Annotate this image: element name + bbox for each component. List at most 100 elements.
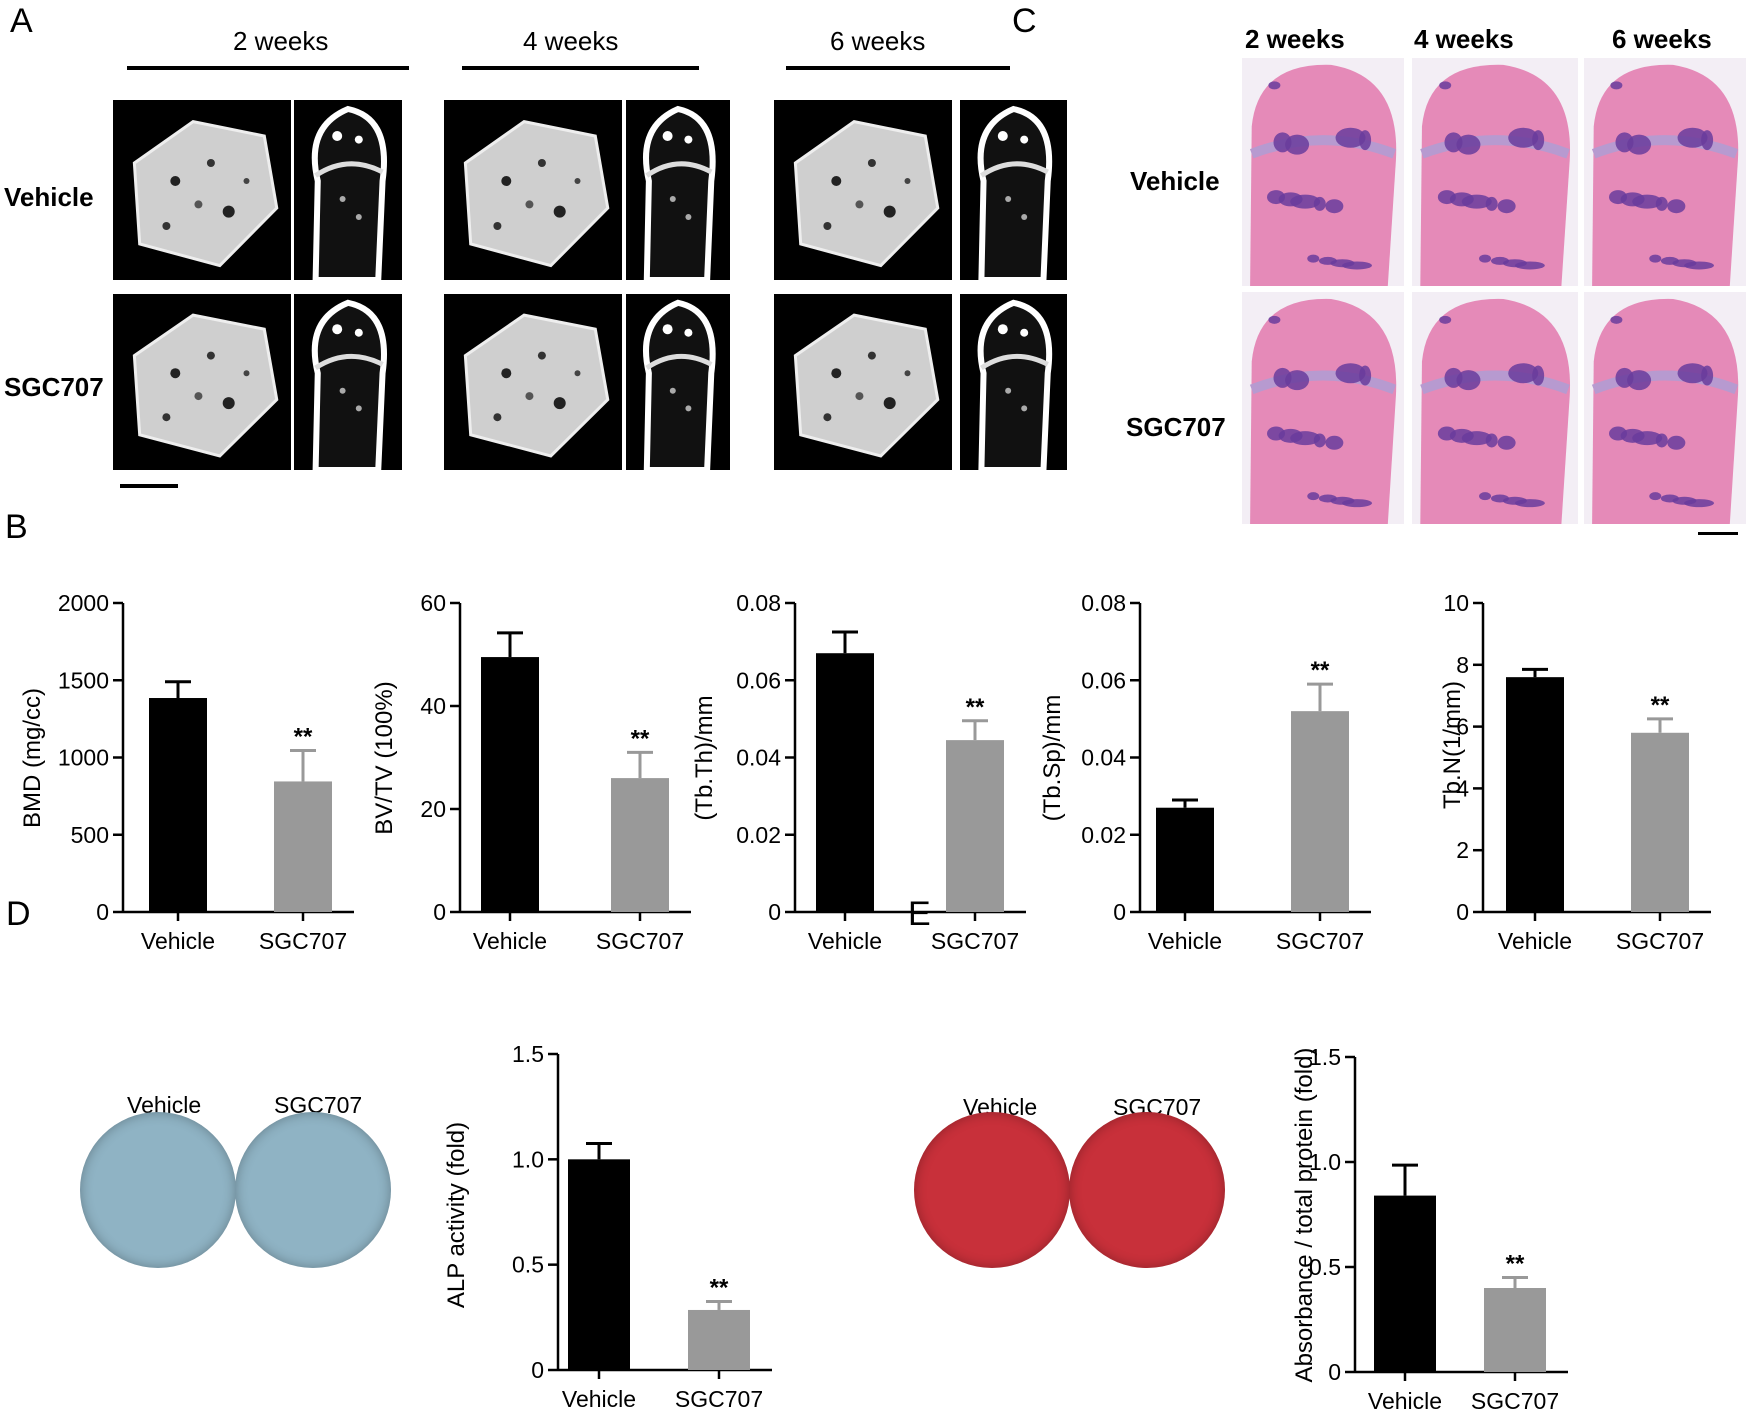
panel-a-group-line-4w (462, 66, 699, 70)
significance-marker: ** (1311, 657, 1330, 684)
he-stain-image (1584, 58, 1746, 286)
panel-c-row-vehicle: Vehicle (1130, 166, 1220, 196)
y-tick-label: 0.04 (1081, 745, 1126, 771)
micro-ct-image (444, 294, 622, 470)
y-tick-label: 0.06 (1081, 667, 1126, 693)
category-label: Vehicle (1148, 928, 1222, 954)
micro-ct-image (960, 294, 1067, 470)
he-stain-image (1412, 292, 1578, 524)
y-tick-label: 60 (420, 590, 446, 616)
panel-letter-d: D (6, 895, 31, 933)
he-stain-image (1584, 292, 1746, 524)
significance-marker: ** (294, 724, 313, 751)
category-label: Vehicle (1498, 928, 1572, 954)
category-label: SGC707 (675, 1386, 763, 1412)
y-tick-label: 8 (1456, 652, 1469, 678)
panel-letter-e: E (908, 895, 931, 933)
y-axis-label: (Tb.Th)/mm (691, 695, 718, 820)
bar-sgc707 (1631, 732, 1689, 912)
bar-sgc707 (1291, 711, 1349, 912)
bar-vehicle (149, 698, 207, 912)
micro-ct-image (113, 294, 291, 470)
stained-culture-well (235, 1112, 391, 1268)
micro-ct-image (774, 100, 952, 280)
bar-sgc707 (688, 1309, 750, 1370)
significance-marker: ** (1506, 1251, 1525, 1278)
category-label: SGC707 (1276, 928, 1364, 954)
y-tick-label: 6 (1456, 714, 1469, 740)
y-tick-label: 1.0 (512, 1146, 544, 1172)
y-tick-label: 0.04 (736, 745, 781, 771)
bar-vehicle (816, 653, 874, 912)
panel-letter-b: B (5, 508, 28, 546)
category-label: Vehicle (562, 1386, 636, 1412)
y-tick-label: 40 (420, 693, 446, 719)
y-tick-label: 0.02 (736, 822, 781, 848)
bar-sgc707 (1484, 1288, 1546, 1372)
significance-marker: ** (1651, 692, 1670, 719)
bar-vehicle (1374, 1195, 1436, 1372)
significance-marker: ** (966, 694, 985, 721)
panel-c-scale-bar (1698, 532, 1738, 535)
panel-a-group-line-2w (127, 66, 409, 70)
he-stain-image (1412, 58, 1578, 286)
micro-ct-image (626, 294, 730, 470)
y-tick-label: 0.06 (736, 667, 781, 693)
bar-vehicle (1506, 677, 1564, 912)
micro-ct-image (444, 100, 622, 280)
panel-a-timepoint-2w: 2 weeks (233, 26, 329, 56)
y-tick-label: 20 (420, 796, 446, 822)
micro-ct-image (294, 294, 402, 470)
y-tick-label: 2000 (58, 590, 109, 616)
y-tick-label: 1.5 (512, 1041, 544, 1067)
y-tick-label: 10 (1443, 590, 1469, 616)
he-stain-image (1242, 58, 1404, 286)
y-axis-label: ALP activity (fold) (443, 1122, 470, 1308)
y-axis-label: (Tb.Sp)/mm (1039, 695, 1066, 822)
panel-c-timepoint-6w: 6 weeks (1612, 24, 1712, 54)
y-tick-label: 0 (1113, 899, 1126, 925)
stained-culture-well (1069, 1112, 1225, 1268)
micro-ct-image (626, 100, 730, 280)
micro-ct-image (294, 100, 402, 280)
y-tick-label: 0.5 (512, 1252, 544, 1278)
category-label: SGC707 (931, 928, 1019, 954)
significance-marker: ** (631, 725, 650, 752)
bar-vehicle (568, 1159, 630, 1370)
panel-a-timepoint-4w: 4 weeks (523, 26, 619, 56)
y-tick-label: 1500 (58, 667, 109, 693)
panel-c-row-sgc707: SGC707 (1126, 412, 1226, 442)
y-tick-label: 0 (768, 899, 781, 925)
significance-marker: ** (710, 1275, 729, 1302)
y-tick-label: 2 (1456, 837, 1469, 863)
stained-culture-well (80, 1112, 236, 1268)
micro-ct-image (113, 100, 291, 280)
category-label: SGC707 (1471, 1388, 1559, 1414)
y-tick-label: 1000 (58, 745, 109, 771)
y-tick-label: 500 (71, 822, 109, 848)
y-tick-label: 4 (1456, 775, 1469, 801)
y-tick-label: 0 (1456, 899, 1469, 925)
panel-a-row-vehicle: Vehicle (4, 182, 94, 212)
y-tick-label: 0.08 (736, 590, 781, 616)
y-tick-label: 0.5 (1309, 1254, 1341, 1280)
micro-ct-image (774, 294, 952, 470)
category-label: Vehicle (1368, 1388, 1442, 1414)
y-tick-label: 0.02 (1081, 822, 1126, 848)
y-axis-label: BV/TV (100%) (371, 681, 398, 834)
stained-culture-well (914, 1112, 1070, 1268)
category-label: Vehicle (473, 928, 547, 954)
bar-sgc707 (274, 781, 332, 912)
panel-letter-c: C (1012, 2, 1037, 40)
y-tick-label: 0.08 (1081, 590, 1126, 616)
category-label: Vehicle (808, 928, 882, 954)
bar-vehicle (1156, 807, 1214, 912)
bar-vehicle (481, 657, 539, 912)
bar-sgc707 (946, 740, 1004, 912)
panel-letter-a: A (10, 2, 33, 40)
panel-a-row-sgc707: SGC707 (4, 372, 104, 402)
category-label: SGC707 (1616, 928, 1704, 954)
y-tick-label: 0 (433, 899, 446, 925)
y-tick-label: 0 (96, 899, 109, 925)
